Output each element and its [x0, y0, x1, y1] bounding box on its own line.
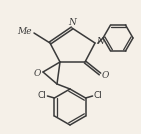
Text: Cl: Cl: [93, 90, 102, 100]
Text: Cl: Cl: [38, 90, 47, 100]
Text: O: O: [34, 68, 41, 77]
Text: N: N: [96, 38, 104, 46]
Text: N: N: [68, 18, 76, 27]
Text: Me: Me: [17, 27, 32, 36]
Text: O: O: [102, 70, 109, 79]
